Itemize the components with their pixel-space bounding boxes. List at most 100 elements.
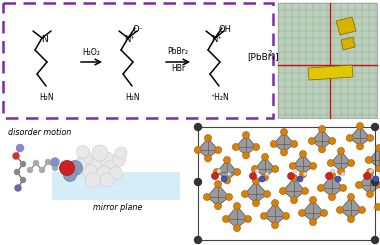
Circle shape [372,236,378,244]
Circle shape [331,169,335,173]
Circle shape [298,209,306,217]
Circle shape [112,154,125,167]
Polygon shape [274,132,294,152]
Polygon shape [331,151,351,171]
Circle shape [195,236,201,244]
Circle shape [261,174,269,181]
Text: [PbBr₄]: [PbBr₄] [247,52,279,61]
Circle shape [86,172,100,187]
Circle shape [359,207,366,213]
Circle shape [92,145,108,161]
Circle shape [217,169,221,173]
Text: mirror plane: mirror plane [93,203,142,212]
Circle shape [366,169,374,175]
Circle shape [341,172,345,176]
Polygon shape [341,37,355,50]
Circle shape [375,165,380,172]
Circle shape [290,174,298,182]
Circle shape [261,154,269,160]
Circle shape [265,172,269,176]
Circle shape [364,172,370,180]
Circle shape [87,157,103,173]
Circle shape [15,185,21,191]
Circle shape [33,160,38,166]
Circle shape [195,179,201,185]
Circle shape [16,145,24,151]
Circle shape [327,159,334,167]
Circle shape [252,177,260,184]
Circle shape [337,168,345,175]
Text: 2-: 2- [268,50,275,56]
Circle shape [356,122,364,130]
Circle shape [309,196,317,204]
Circle shape [68,160,82,175]
Circle shape [27,168,33,172]
Circle shape [308,137,315,145]
Circle shape [259,176,265,182]
Circle shape [73,159,87,172]
Circle shape [214,181,222,187]
Polygon shape [236,135,256,155]
Circle shape [226,194,233,200]
Text: PbBr₂: PbBr₂ [168,47,188,56]
Polygon shape [255,157,275,177]
Polygon shape [340,197,362,219]
Circle shape [309,219,317,226]
Polygon shape [378,194,380,216]
Circle shape [293,169,297,173]
Circle shape [234,169,241,175]
Circle shape [329,137,336,145]
Circle shape [365,157,372,163]
Circle shape [60,160,74,175]
Circle shape [204,155,212,162]
Circle shape [250,172,257,180]
Circle shape [223,177,231,184]
Circle shape [299,150,307,158]
Polygon shape [245,181,267,203]
Circle shape [40,168,44,172]
Polygon shape [226,206,248,228]
Circle shape [302,187,309,195]
Circle shape [270,140,277,147]
Polygon shape [264,203,286,225]
Polygon shape [308,65,353,80]
Polygon shape [350,126,370,147]
Circle shape [251,166,258,172]
Circle shape [375,145,380,151]
Circle shape [109,167,122,180]
Circle shape [318,146,326,153]
Circle shape [100,152,116,168]
Circle shape [76,146,90,159]
Polygon shape [359,172,380,194]
Circle shape [253,144,260,150]
Circle shape [297,176,303,182]
Circle shape [335,176,341,182]
Circle shape [289,162,296,170]
Circle shape [264,191,271,197]
Text: HBr: HBr [171,64,185,73]
Circle shape [223,157,231,163]
Text: N: N [41,35,48,44]
Circle shape [203,194,211,200]
Circle shape [105,160,119,174]
Circle shape [252,200,260,207]
Polygon shape [217,160,237,180]
Circle shape [255,169,259,173]
Text: H₂O₂: H₂O₂ [82,48,100,57]
Circle shape [51,158,59,166]
Circle shape [46,159,51,164]
Circle shape [242,132,250,138]
Circle shape [272,166,279,172]
Polygon shape [207,184,229,206]
Polygon shape [369,148,380,168]
Polygon shape [336,17,356,35]
Circle shape [290,196,298,204]
Circle shape [366,191,374,198]
Circle shape [241,191,249,197]
Circle shape [288,172,295,180]
Circle shape [291,140,298,147]
Circle shape [379,172,380,176]
Circle shape [21,161,25,167]
Circle shape [372,123,378,131]
Circle shape [233,203,241,209]
